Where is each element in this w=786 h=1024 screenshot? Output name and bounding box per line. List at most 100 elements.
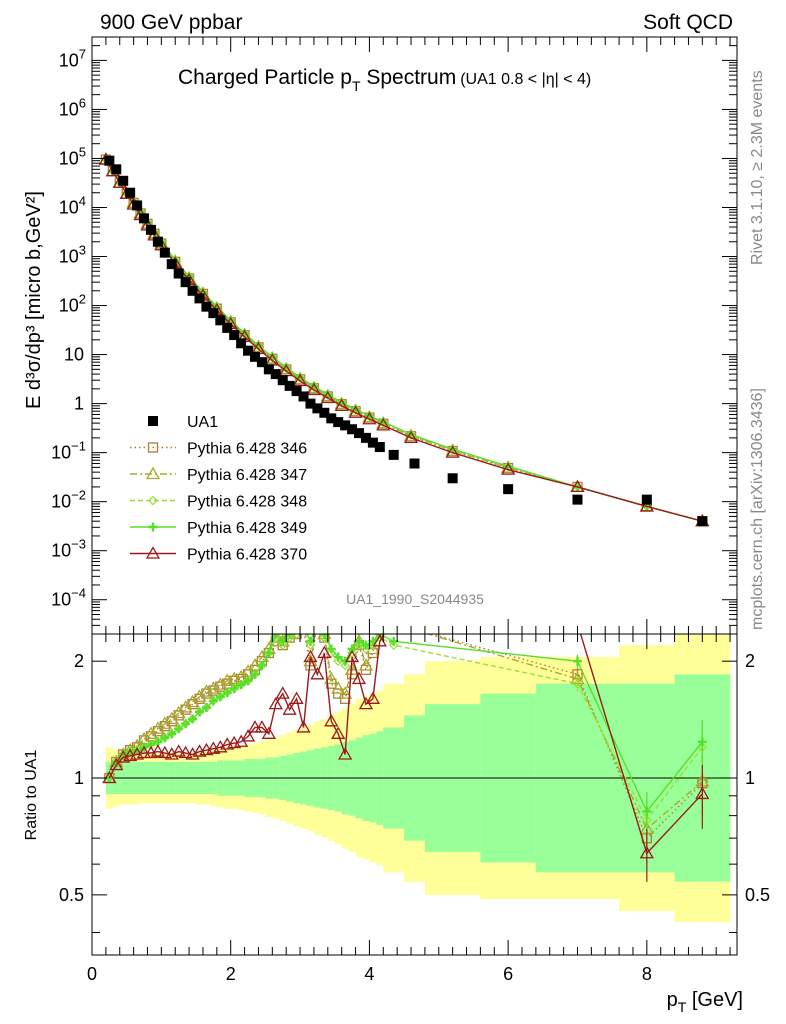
ratio-y-tick-label: 0.5 xyxy=(59,885,84,905)
data-point xyxy=(263,364,274,375)
mc-point xyxy=(334,398,349,412)
data-point xyxy=(319,407,330,418)
mc-point xyxy=(501,462,516,475)
data-point xyxy=(201,301,212,312)
ratio-point xyxy=(257,660,267,670)
data-point xyxy=(104,155,115,166)
data-point xyxy=(187,285,198,296)
legend-label: Pythia 6.428 370 xyxy=(187,547,307,564)
data-point xyxy=(641,494,652,505)
ratio-point xyxy=(136,745,152,759)
data-point xyxy=(132,200,143,211)
data-point xyxy=(111,164,122,175)
legend-marker xyxy=(145,466,161,480)
ratio-point xyxy=(132,745,142,755)
data-point xyxy=(270,369,281,380)
legend-label: Pythia 6.428 346 xyxy=(187,441,307,458)
ratio-point xyxy=(150,744,166,757)
data-point xyxy=(374,442,385,453)
legend-label: Pythia 6.428 349 xyxy=(187,520,307,537)
ratio-point xyxy=(642,806,652,816)
y-tick-label: 10−2 xyxy=(51,488,86,512)
ratio-point xyxy=(289,691,304,704)
ratio-point xyxy=(199,684,214,697)
ratio-point xyxy=(333,652,343,662)
ratio-point xyxy=(333,656,344,667)
data-point xyxy=(125,187,136,198)
legend-item: Pythia 6.428 370 xyxy=(130,546,307,564)
ratio-point xyxy=(340,660,350,671)
ratio-point xyxy=(195,707,204,717)
ratio-point xyxy=(326,644,336,654)
ratio-point xyxy=(125,747,135,757)
ratio-point xyxy=(157,745,172,759)
ratio-series-370 xyxy=(102,634,710,882)
data-point xyxy=(159,247,170,258)
ratio-y-tick-label-right: 2 xyxy=(745,651,755,671)
data-point xyxy=(388,449,399,460)
data-point xyxy=(118,175,129,186)
data-point xyxy=(305,398,316,409)
ratio-y-tick-label-right: 0.5 xyxy=(745,885,770,905)
x-tick-label: 8 xyxy=(642,964,652,984)
mc-point xyxy=(639,499,654,512)
x-tick-label: 4 xyxy=(364,964,374,984)
ratio-point xyxy=(222,688,232,698)
ratio-point xyxy=(247,720,263,733)
data-point xyxy=(194,293,205,304)
ratio-point xyxy=(572,656,582,666)
y-tick-label: 10−3 xyxy=(51,537,86,561)
ratio-point xyxy=(296,720,311,733)
ratio-point xyxy=(188,714,198,724)
series-ua1 xyxy=(104,155,708,527)
data-point xyxy=(173,268,184,279)
mc-point xyxy=(376,418,391,431)
ratio-point xyxy=(174,724,184,734)
ratio-point xyxy=(358,658,374,671)
ratio-point xyxy=(240,729,256,742)
ratio-point xyxy=(277,640,288,650)
mc-point xyxy=(292,373,308,387)
data-point xyxy=(243,345,254,356)
data-point xyxy=(409,458,420,469)
ratio-point xyxy=(303,649,318,663)
ratio-point xyxy=(261,726,276,739)
ratio-point xyxy=(243,676,253,686)
data-point xyxy=(291,386,302,397)
data-point xyxy=(152,236,163,247)
ratio-point xyxy=(208,696,218,706)
legend-item: Pythia 6.428 346 xyxy=(130,441,307,458)
x-tick-label: 0 xyxy=(87,964,97,984)
y-tick-label: 1 xyxy=(74,394,84,414)
ratio-point xyxy=(178,745,193,759)
chart-title: Charged Particle pT Spectrum (UA1 0.8 < |… xyxy=(178,66,591,94)
ratio-point xyxy=(250,669,260,679)
ratio-point xyxy=(361,644,371,654)
ratio-panel: 0 2 4 6 8 0.5 0.5 1 1 2 2 Ratio to UA1 pT [GeV] xyxy=(23,633,770,1015)
legend-label: Pythia 6.428 348 xyxy=(187,494,307,511)
legend-marker xyxy=(147,442,159,453)
y-tick-label: 103 xyxy=(59,243,86,267)
ratio-point xyxy=(338,747,353,760)
x-axis-label: pT [GeV] xyxy=(667,989,743,1015)
data-point xyxy=(697,516,708,527)
data-point xyxy=(503,484,514,495)
ratio-point xyxy=(324,671,339,685)
data-point xyxy=(354,428,365,439)
ratio-point xyxy=(310,667,325,680)
data-point xyxy=(367,437,378,448)
legend-label: Pythia 6.428 347 xyxy=(187,467,307,484)
y-tick-label: 10−1 xyxy=(51,439,86,463)
ratio-point xyxy=(291,634,302,639)
legend: UA1 Pythia 6.428 346 Pythia 6.428 347 Pythi… xyxy=(130,414,307,564)
data-point xyxy=(166,259,177,270)
ratio-point xyxy=(324,714,339,727)
y-tick-label: 106 xyxy=(59,95,86,119)
data-point xyxy=(312,403,323,414)
data-point xyxy=(236,338,247,349)
data-point xyxy=(360,432,371,443)
legend-item: Pythia 6.428 347 xyxy=(130,466,307,484)
header-right: Soft QCD xyxy=(643,11,733,34)
legend-label: UA1 xyxy=(187,414,218,431)
